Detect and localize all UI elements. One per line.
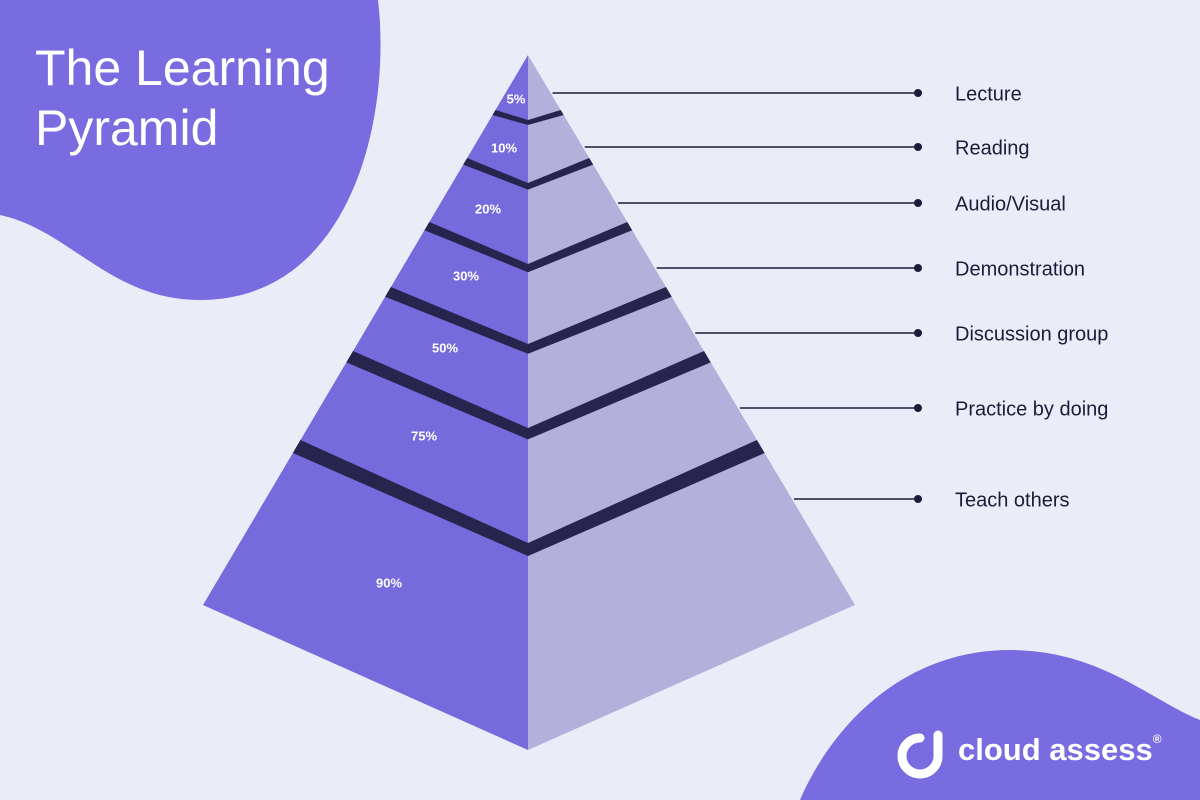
logo-icon <box>897 730 943 779</box>
level-label: Practice by doing <box>955 398 1108 420</box>
corner-blob <box>800 650 1200 800</box>
layer-separator <box>492 110 564 125</box>
connector-dot <box>914 89 922 97</box>
layer-separator <box>463 158 594 190</box>
level-label: Discussion group <box>955 323 1108 345</box>
level-label: Teach others <box>955 489 1070 511</box>
connector-dot <box>914 329 922 337</box>
pyramid-left <box>203 55 528 750</box>
level-label: Audio/Visual <box>955 193 1066 215</box>
percent-label: 50% <box>432 340 458 355</box>
level-label: Reading <box>955 137 1030 159</box>
pyramid-right <box>528 55 855 750</box>
logo-mark: ® <box>1153 732 1162 746</box>
logo-text: cloud assess® <box>958 732 1162 767</box>
logo: cloud assess® <box>897 730 1162 779</box>
connector-dot <box>914 264 922 272</box>
percent-label: 20% <box>475 201 501 216</box>
percent-label: 5% <box>507 91 526 106</box>
percent-label: 30% <box>453 268 479 283</box>
corner-blob <box>0 0 381 300</box>
title: The Learning Pyramid <box>35 40 330 156</box>
percent-label: 75% <box>411 428 437 443</box>
percent-label: 90% <box>376 575 402 590</box>
connector-dot <box>914 404 922 412</box>
connector-dot <box>914 495 922 503</box>
logo-text: cloud assess <box>958 732 1153 767</box>
level-label: Lecture <box>955 83 1022 105</box>
connector-dot <box>914 143 922 151</box>
connector-dot <box>914 199 922 207</box>
percent-label: 10% <box>491 140 517 155</box>
level-label: Demonstration <box>955 258 1085 280</box>
